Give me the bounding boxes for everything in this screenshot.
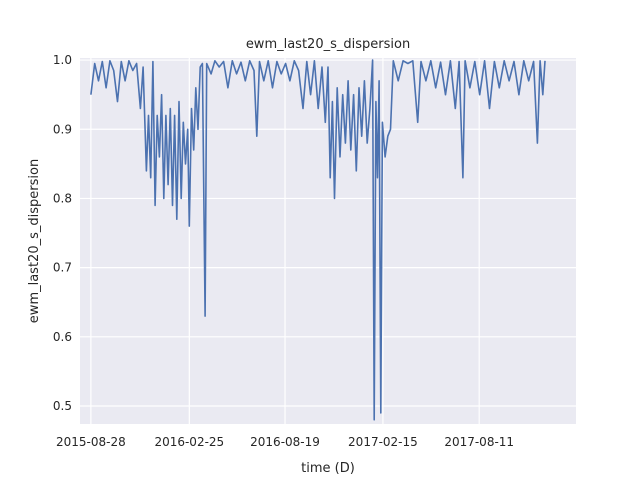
y-tick-label: 0.5	[53, 399, 72, 413]
x-tick-label: 2017-02-15	[348, 435, 418, 449]
y-axis-ticks: 0.5 0.6 0.7 0.8 0.9 1.0	[53, 53, 72, 413]
y-tick-label: 0.7	[53, 261, 72, 275]
x-axis-label: time (D)	[301, 461, 355, 476]
chart-title: ewm_last20_s_dispersion	[246, 37, 410, 52]
y-tick-label: 0.6	[53, 330, 72, 344]
y-tick-label: 0.9	[53, 122, 72, 136]
y-tick-label: 0.8	[53, 191, 72, 205]
x-tick-label: 2015-08-28	[56, 435, 126, 449]
x-axis-ticks: 2015-08-28 2016-02-25 2016-08-19 2017-02-15…	[56, 435, 514, 449]
x-tick-label: 2016-08-19	[250, 435, 320, 449]
x-tick-label: 2016-02-25	[154, 435, 224, 449]
y-axis-label: ewm_last20_s_dispersion	[27, 159, 42, 323]
series-line	[90, 59, 546, 421]
gridlines	[80, 58, 576, 424]
y-tick-label: 1.0	[53, 53, 72, 67]
x-tick-label: 2017-08-11	[444, 435, 514, 449]
